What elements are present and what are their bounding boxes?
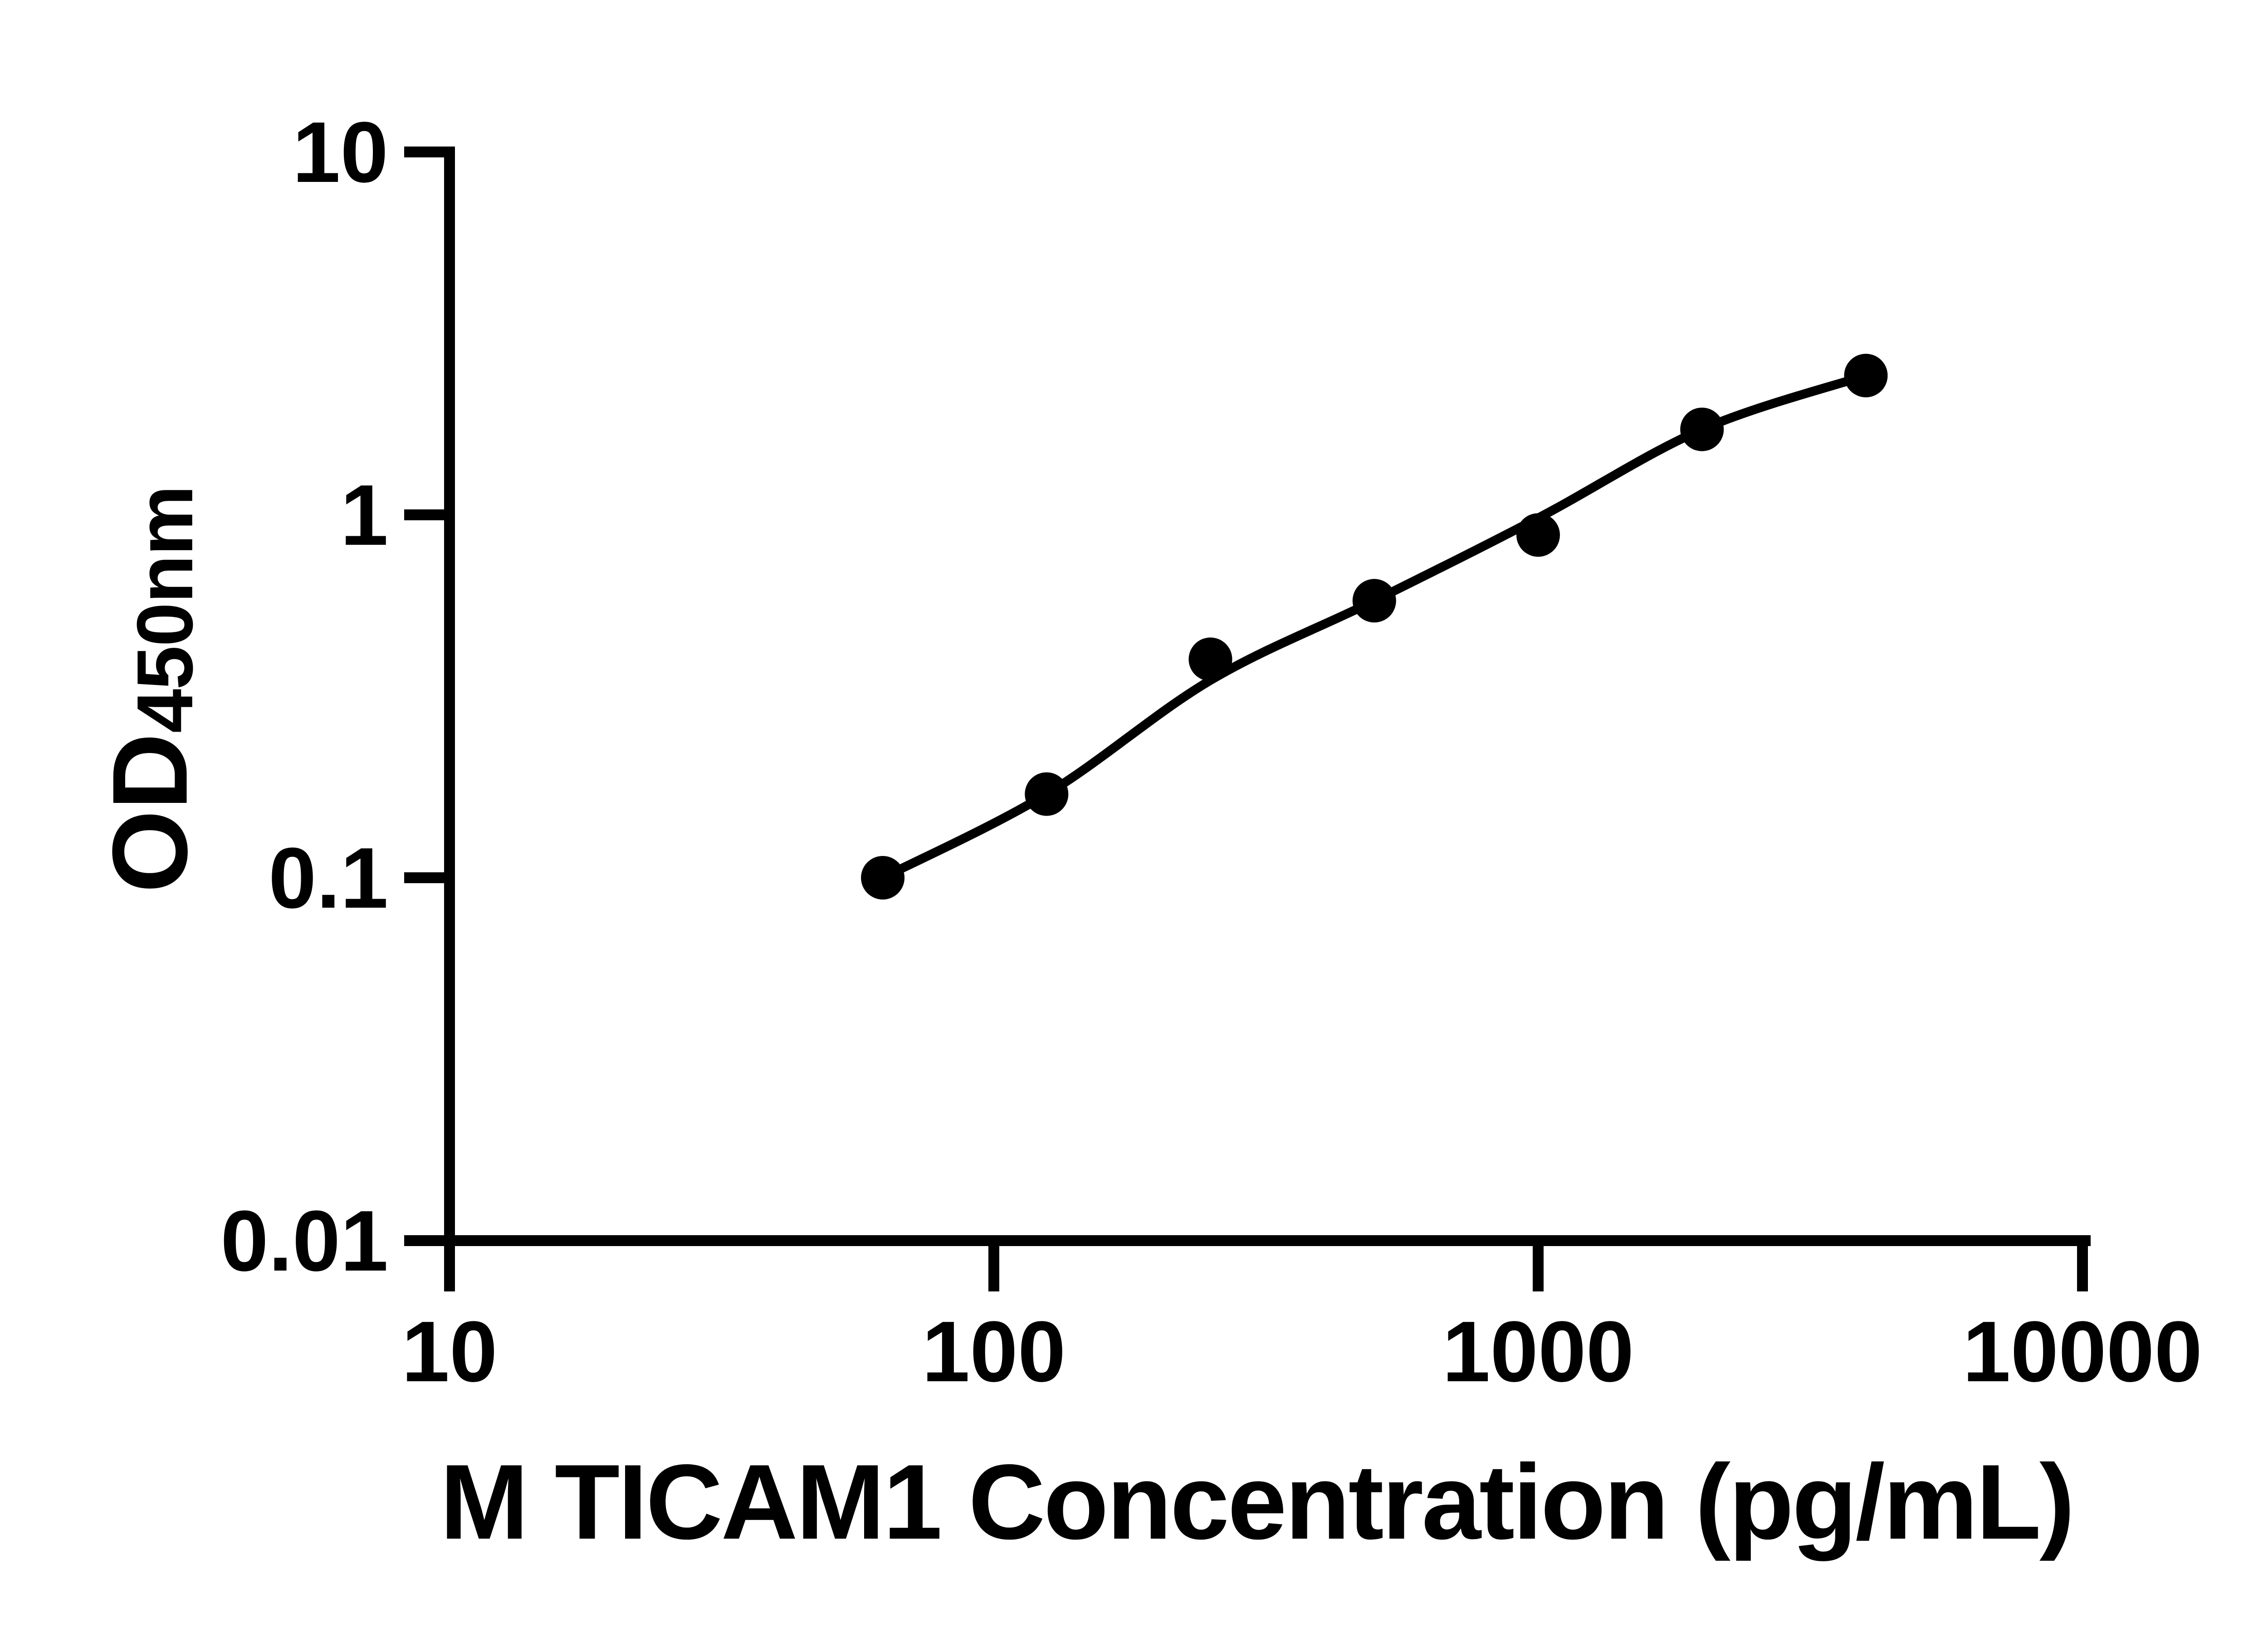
x-tick-label: 1000 bbox=[1442, 1304, 1634, 1400]
y-tick-label: 0.1 bbox=[269, 830, 388, 926]
y-axis-title-subscript: 450nm bbox=[121, 486, 210, 733]
y-tick-label: 10 bbox=[293, 104, 388, 200]
x-tick-label: 100 bbox=[922, 1304, 1066, 1400]
y-axis-title: OD450nm bbox=[88, 486, 211, 893]
data-point bbox=[1844, 353, 1888, 397]
x-tick-label: 10 bbox=[401, 1304, 497, 1400]
data-point bbox=[1680, 407, 1724, 451]
data-point bbox=[1352, 579, 1396, 623]
x-axis-title: M TICAM1 Concentration (pg/mL) bbox=[440, 1442, 2075, 1561]
y-axis-title-main: OD bbox=[90, 733, 210, 893]
data-point bbox=[861, 856, 905, 900]
data-point bbox=[1025, 772, 1069, 816]
y-tick-label: 0.01 bbox=[220, 1193, 388, 1289]
y-tick-label: 1 bbox=[340, 467, 388, 563]
x-tick-label: 10000 bbox=[1963, 1304, 2202, 1400]
data-point bbox=[1188, 637, 1232, 681]
data-point bbox=[1516, 513, 1560, 557]
